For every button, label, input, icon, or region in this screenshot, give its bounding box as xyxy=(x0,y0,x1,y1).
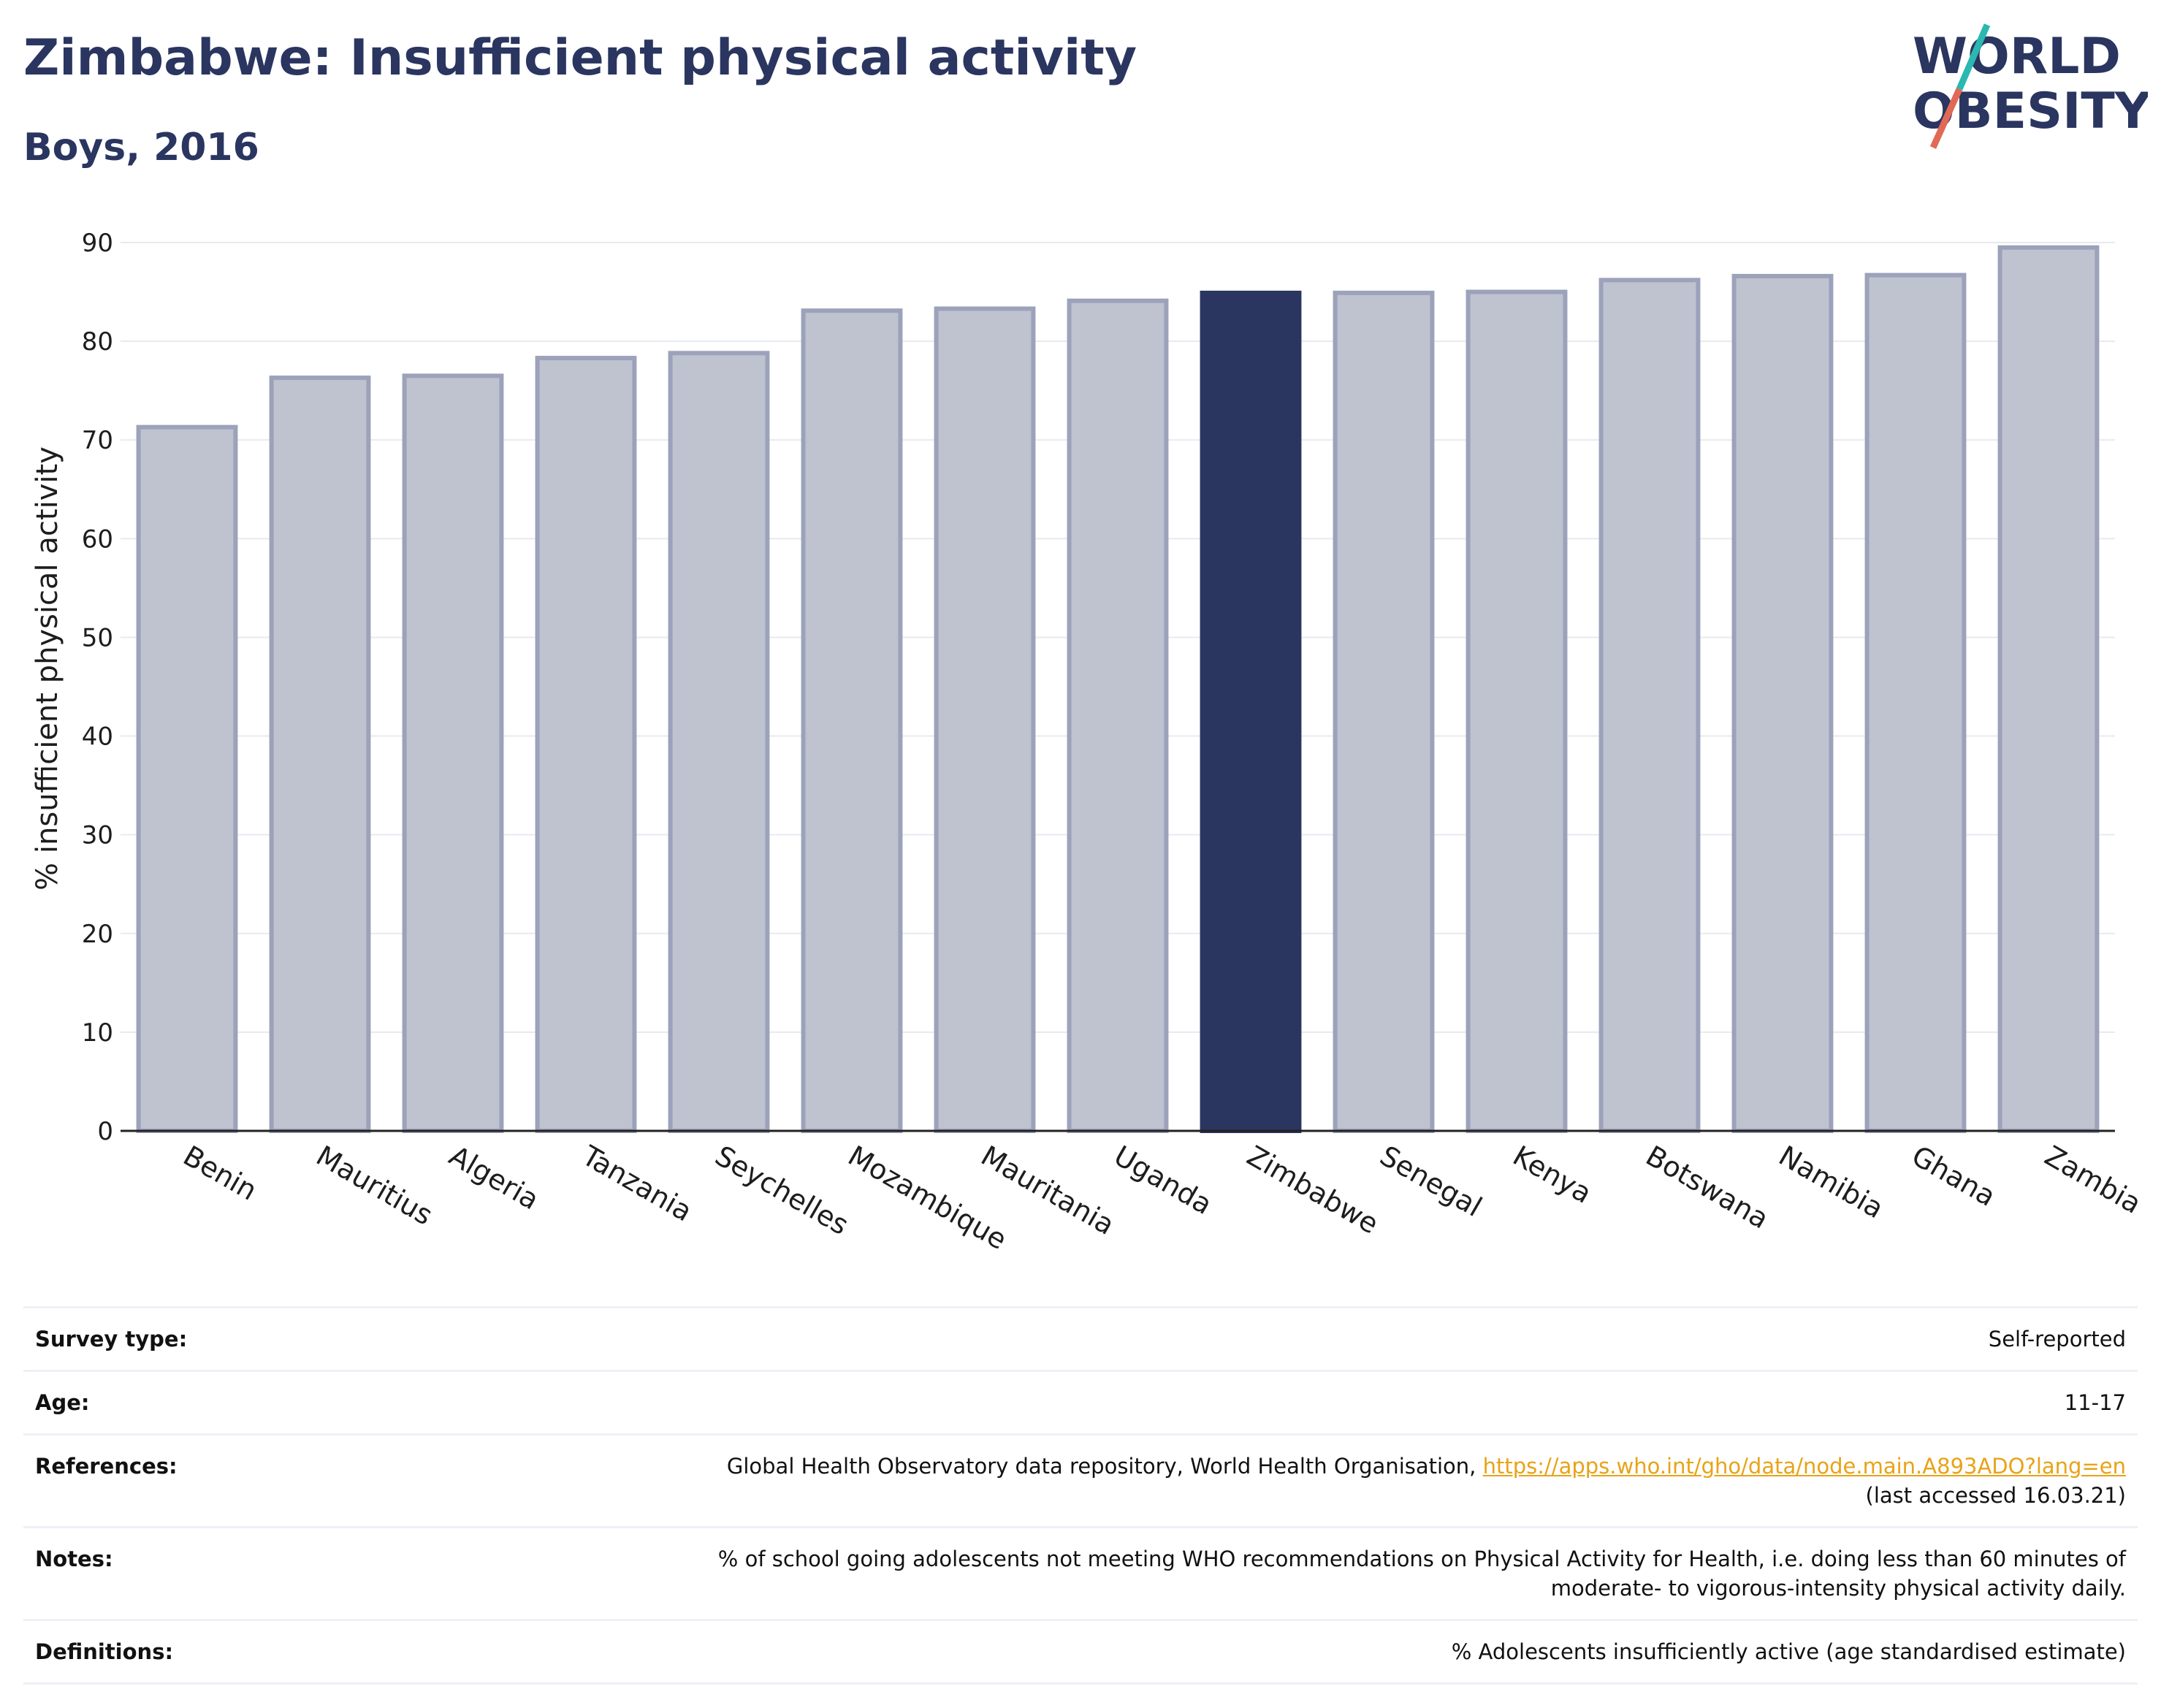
bars xyxy=(136,245,2100,1134)
y-axis-label: % insufficient physical activity xyxy=(31,446,64,891)
y-tick-label: 60 xyxy=(82,525,113,554)
notes-line2: moderate- to vigorous-intensity physical… xyxy=(1550,1576,2126,1601)
y-tick-label: 70 xyxy=(82,426,113,455)
age-label: Age: xyxy=(35,1390,90,1415)
references-link[interactable]: https://apps.who.int/gho/data/node.main.… xyxy=(1482,1454,2126,1479)
x-tick-label: Zimbabwe xyxy=(1242,1140,1384,1240)
info-row-references: References: Global Health Observatory da… xyxy=(23,1434,2138,1528)
age-value: 11-17 xyxy=(2064,1390,2126,1415)
info-row-definitions: Definitions: % Adolescents insufficientl… xyxy=(23,1620,2138,1684)
bar-namibia xyxy=(1731,273,1834,1134)
y-tick-label: 20 xyxy=(82,920,113,949)
x-tick-label: Mauritius xyxy=(311,1140,438,1232)
chart-subtitle: Boys, 2016 xyxy=(23,126,259,169)
logo-line1: WORLD xyxy=(1913,28,2121,85)
logo-slash-bottom xyxy=(1929,88,1963,149)
x-tick-labels: Benin Mauritius Algeria Tanzania SeychellesM… xyxy=(178,1139,2147,1256)
info-row-survey: Survey type: Self-reported xyxy=(23,1307,2138,1371)
notes-line1: % of school going adolescents not meetin… xyxy=(717,1547,2126,1571)
x-tick-label: Kenya xyxy=(1508,1140,1598,1210)
definitions-value: % Adolescents insufficiently active (age… xyxy=(1451,1639,2126,1664)
bar-tanzania xyxy=(535,356,637,1134)
bar-senegal xyxy=(1333,290,1435,1134)
info-row-age: Age: 11-17 xyxy=(23,1370,2138,1435)
references-accessed: (last accessed 16.03.21) xyxy=(1865,1483,2126,1508)
bar-zimbabwe xyxy=(1200,290,1302,1134)
chart-title: Zimbabwe: Insufficient physical activity xyxy=(23,29,1137,87)
x-tick-label: Ghana xyxy=(1907,1140,2002,1213)
references-label: References: xyxy=(35,1454,178,1479)
y-tick-labels: 0 10 20 30 40 50 60 70 80 90 xyxy=(82,229,113,1146)
y-tick-label: 50 xyxy=(82,623,113,652)
world-obesity-logo: WORLD OBESITY xyxy=(1913,23,2148,149)
x-tick-label: Seychelles xyxy=(710,1140,854,1241)
info-row-notes: Notes: % of school going adolescents not… xyxy=(23,1527,2138,1620)
info-table: Survey type: Self-reported Age: 11-17 Re… xyxy=(23,1306,2138,1685)
y-tick-label: 90 xyxy=(82,229,113,258)
references-text: Global Health Observatory data repositor… xyxy=(726,1454,1483,1479)
y-tick-label: 0 xyxy=(97,1117,113,1146)
notes-label: Notes: xyxy=(35,1547,113,1571)
bar-mozambique xyxy=(801,308,903,1133)
y-tick-label: 40 xyxy=(82,723,113,752)
bar-uganda xyxy=(1067,298,1169,1133)
definitions-label: Definitions: xyxy=(35,1639,174,1664)
x-tick-label: Zambia xyxy=(2040,1140,2147,1220)
bar-mauritania xyxy=(934,306,1036,1134)
y-tick-label: 10 xyxy=(82,1018,113,1048)
bar-kenya xyxy=(1466,289,1568,1133)
bar-benin xyxy=(136,424,238,1133)
bar-algeria xyxy=(402,373,504,1133)
references-value: Global Health Observatory data repositor… xyxy=(354,1435,2138,1528)
notes-value: % of school going adolescents not meetin… xyxy=(354,1528,2138,1620)
bar-ghana xyxy=(1864,272,1967,1133)
bar-zambia xyxy=(1997,245,2100,1133)
bar-mauritius xyxy=(269,375,371,1134)
bar-botswana xyxy=(1598,278,1701,1134)
y-tick-label: 30 xyxy=(82,821,113,850)
bar-seychelles xyxy=(668,351,770,1133)
y-tick-label: 80 xyxy=(82,327,113,357)
x-tick-label: Botswana xyxy=(1641,1140,1775,1235)
x-tick-label: Uganda xyxy=(1109,1140,1218,1221)
bar-chart: 0 10 20 30 40 50 60 70 80 90 Benin Mauritius Algeri… xyxy=(31,229,2147,1256)
x-tick-label: Namibia xyxy=(1774,1140,1889,1225)
x-tick-label: Algeria xyxy=(444,1140,545,1216)
x-tick-label: Tanzania xyxy=(576,1139,698,1227)
survey-type-value: Self-reported xyxy=(1988,1327,2126,1351)
x-tick-label: Senegal xyxy=(1375,1140,1487,1224)
logo-slash-top xyxy=(1956,23,1991,91)
x-tick-label: Benin xyxy=(178,1140,263,1207)
survey-type-label: Survey type: xyxy=(35,1327,188,1351)
